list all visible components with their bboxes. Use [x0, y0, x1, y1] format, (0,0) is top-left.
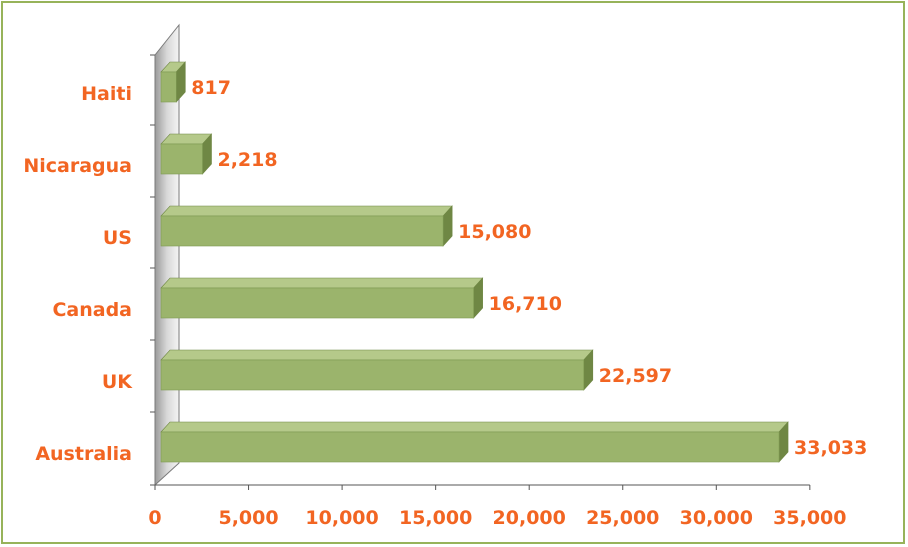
data-label: 16,710	[489, 293, 562, 315]
bar	[160, 71, 177, 103]
data-label: 33,033	[794, 437, 867, 459]
category-label: Canada	[52, 299, 132, 321]
bar-top	[160, 205, 453, 217]
x-tick-label: 0	[148, 507, 161, 529]
data-label: 15,080	[458, 221, 531, 243]
bar	[160, 143, 203, 175]
bar-top	[160, 349, 594, 361]
data-label: 817	[191, 77, 231, 99]
x-tick-label: 30,000	[680, 507, 753, 529]
category-label: Haiti	[81, 83, 132, 105]
data-label: 2,218	[217, 149, 277, 171]
bar-top	[160, 277, 484, 289]
x-tick-label: 35,000	[773, 507, 846, 529]
x-tick-label: 10,000	[305, 507, 378, 529]
bar	[160, 431, 780, 463]
x-tick-label: 5,000	[218, 507, 278, 529]
bar	[160, 215, 444, 247]
bar-top	[160, 421, 789, 433]
x-tick-label: 25,000	[586, 507, 659, 529]
category-label: Nicaragua	[23, 155, 132, 177]
bar	[160, 359, 585, 391]
x-tick-label: 20,000	[493, 507, 566, 529]
x-tick-label: 15,000	[399, 507, 472, 529]
category-label: Australia	[35, 443, 132, 465]
category-label: US	[103, 227, 132, 249]
bar	[160, 287, 474, 319]
data-label: 22,597	[599, 365, 672, 387]
category-label: UK	[102, 371, 133, 393]
